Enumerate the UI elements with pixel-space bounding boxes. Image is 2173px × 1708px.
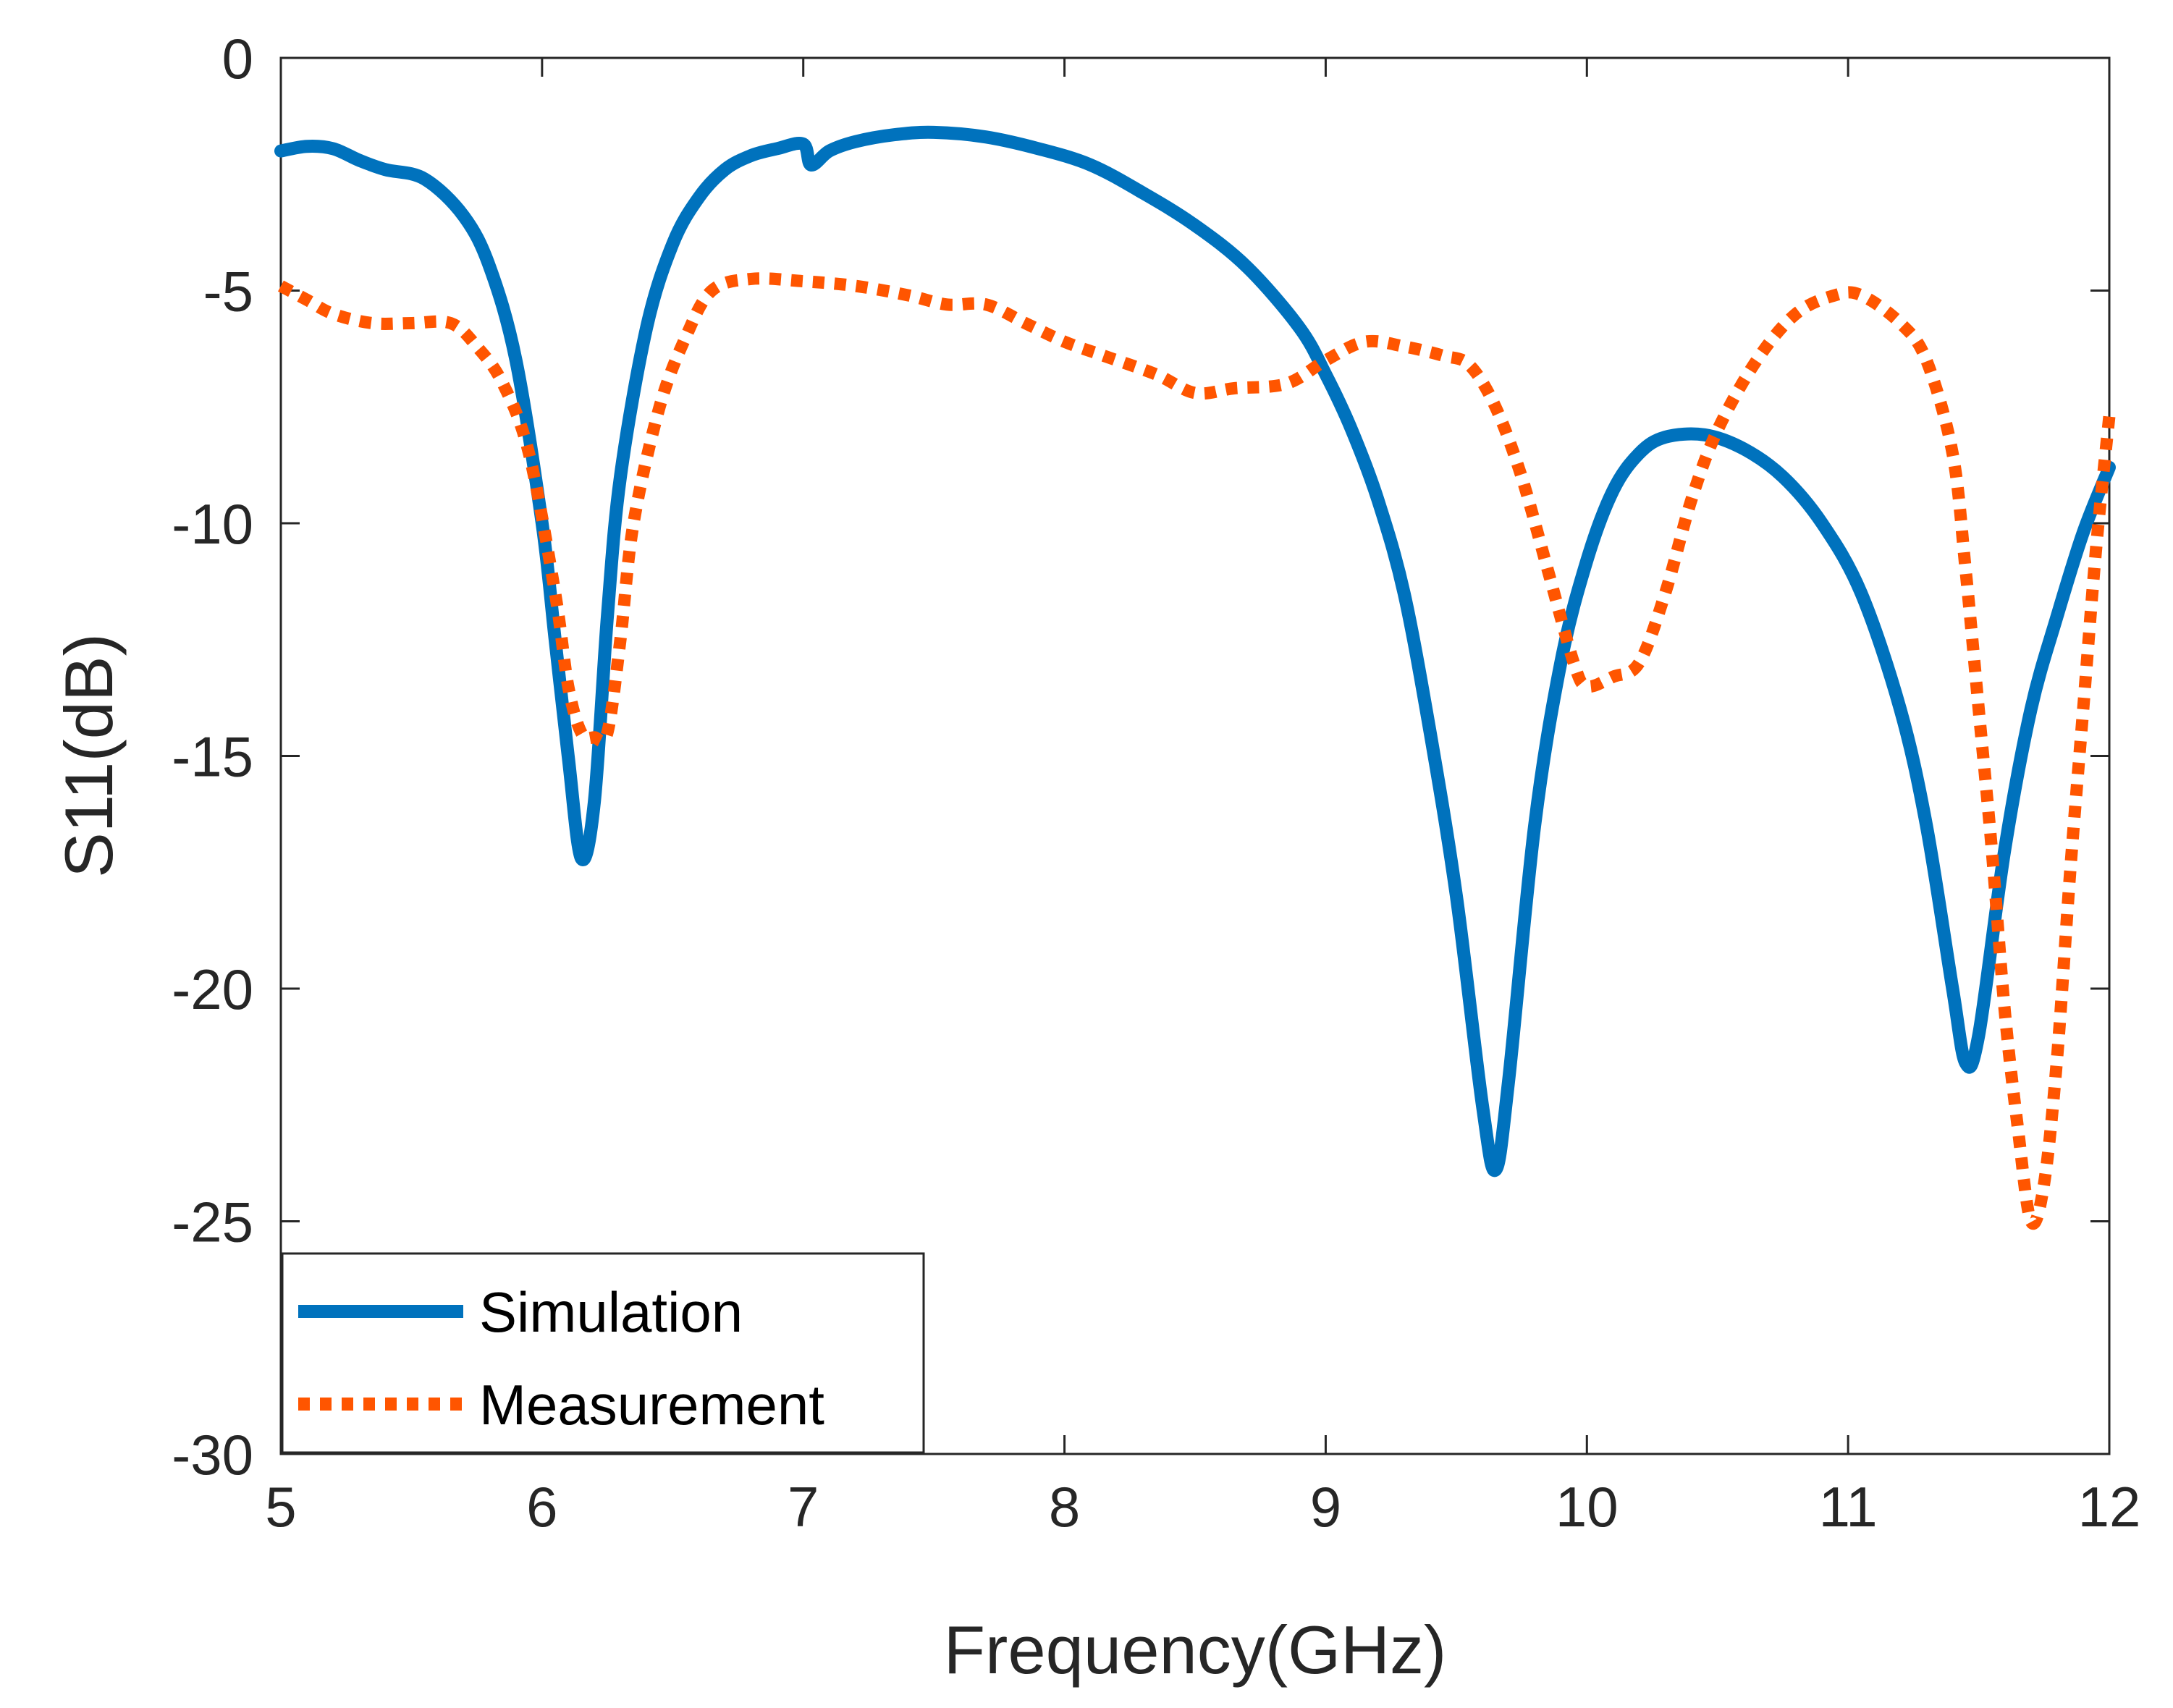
x-tick-label: 7 — [788, 1475, 819, 1539]
series-line-measurement — [278, 272, 2116, 1230]
x-axis-title: Frequency(GHz) — [944, 1612, 1447, 1688]
y-tick-label: -30 — [172, 1423, 253, 1487]
legend-label-simulation: Simulation — [479, 1280, 743, 1344]
x-tick-label: 12 — [2078, 1475, 2141, 1539]
x-tick-label: 10 — [1556, 1475, 1619, 1539]
y-tick-label: -5 — [203, 260, 253, 324]
x-tick-label: 6 — [526, 1475, 557, 1539]
y-tick-label: -10 — [172, 492, 253, 556]
y-axis-title: S11(dB) — [51, 633, 127, 878]
axis-ticks: 5 6 7 8 9 10 11 12 0 -5 -10 -15 -20 -25 -30 — [172, 27, 2140, 1539]
x-tick-label: 5 — [265, 1475, 296, 1539]
series-lines — [274, 125, 2116, 1230]
y-tick-label: -20 — [172, 957, 253, 1021]
y-tick-label: -15 — [172, 725, 253, 789]
x-tick-label: 11 — [1819, 1475, 1878, 1539]
series-line-simulation — [274, 125, 2116, 1178]
legend-box — [281, 1252, 925, 1454]
legend-label-measurement: Measurement — [479, 1373, 824, 1437]
x-tick-label: 8 — [1049, 1475, 1080, 1539]
x-tick-label: 9 — [1310, 1475, 1341, 1539]
y-tick-label: 0 — [222, 27, 253, 90]
y-tick-label: -25 — [172, 1191, 253, 1254]
legend: Simulation Measurement — [281, 1252, 925, 1454]
